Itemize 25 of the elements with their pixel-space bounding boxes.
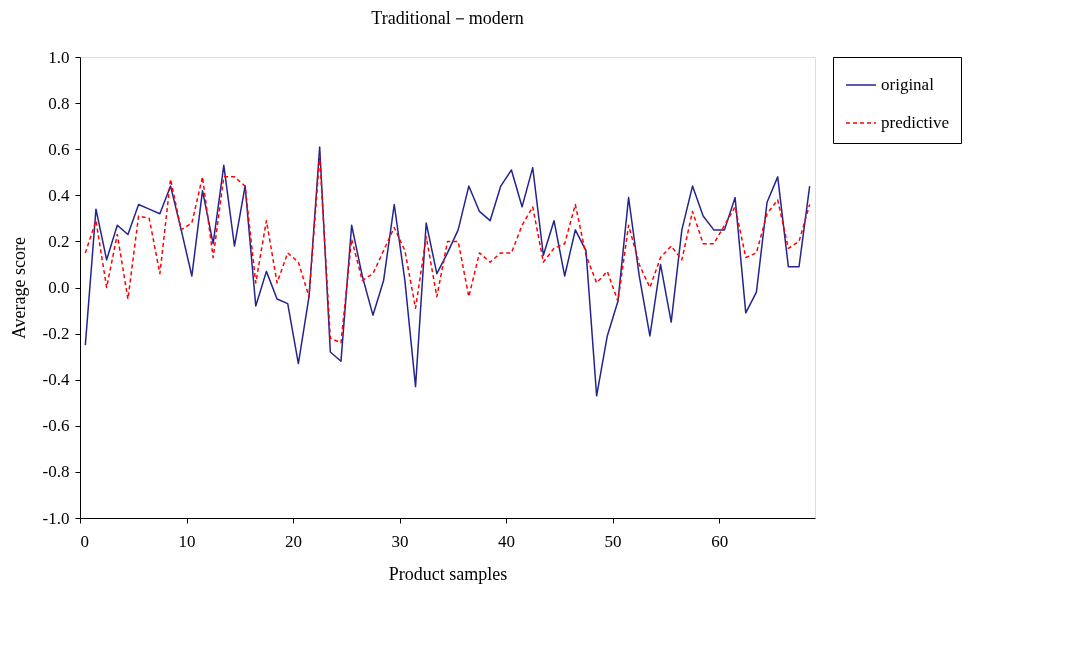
x-tick-label: 50 bbox=[604, 531, 622, 551]
y-tick-label: 0.2 bbox=[48, 231, 70, 251]
legend-label: original bbox=[881, 75, 935, 94]
y-tick-label: -1.0 bbox=[42, 508, 70, 528]
x-tick-label: 60 bbox=[711, 531, 729, 551]
y-tick-label: 0.0 bbox=[48, 278, 70, 297]
y-tick-label: 1.0 bbox=[48, 47, 70, 67]
x-tick-label: 30 bbox=[391, 531, 409, 551]
y-tick-label: -0.8 bbox=[42, 462, 70, 482]
line-series bbox=[84, 155, 811, 344]
y-axis-title: Average score bbox=[8, 236, 29, 340]
x-tick-label: 0 bbox=[80, 531, 89, 551]
chart-title: Traditional－modern bbox=[371, 8, 524, 28]
y-tick-label: 0.8 bbox=[48, 93, 70, 113]
y-tick-label: 0.6 bbox=[48, 139, 70, 159]
x-tick-label: 20 bbox=[285, 531, 303, 551]
y-tick-label: -0.4 bbox=[42, 370, 70, 390]
legend-label: predictive bbox=[881, 113, 949, 132]
line-series bbox=[84, 146, 811, 397]
x-tick-label: 10 bbox=[178, 531, 196, 551]
x-tick-label: 40 bbox=[498, 531, 516, 551]
y-tick-label: 0.4 bbox=[48, 185, 70, 205]
y-tick-label: -0.6 bbox=[42, 416, 70, 436]
x-axis-title: Product samples bbox=[388, 563, 508, 584]
y-tick-label: -0.2 bbox=[42, 324, 70, 344]
